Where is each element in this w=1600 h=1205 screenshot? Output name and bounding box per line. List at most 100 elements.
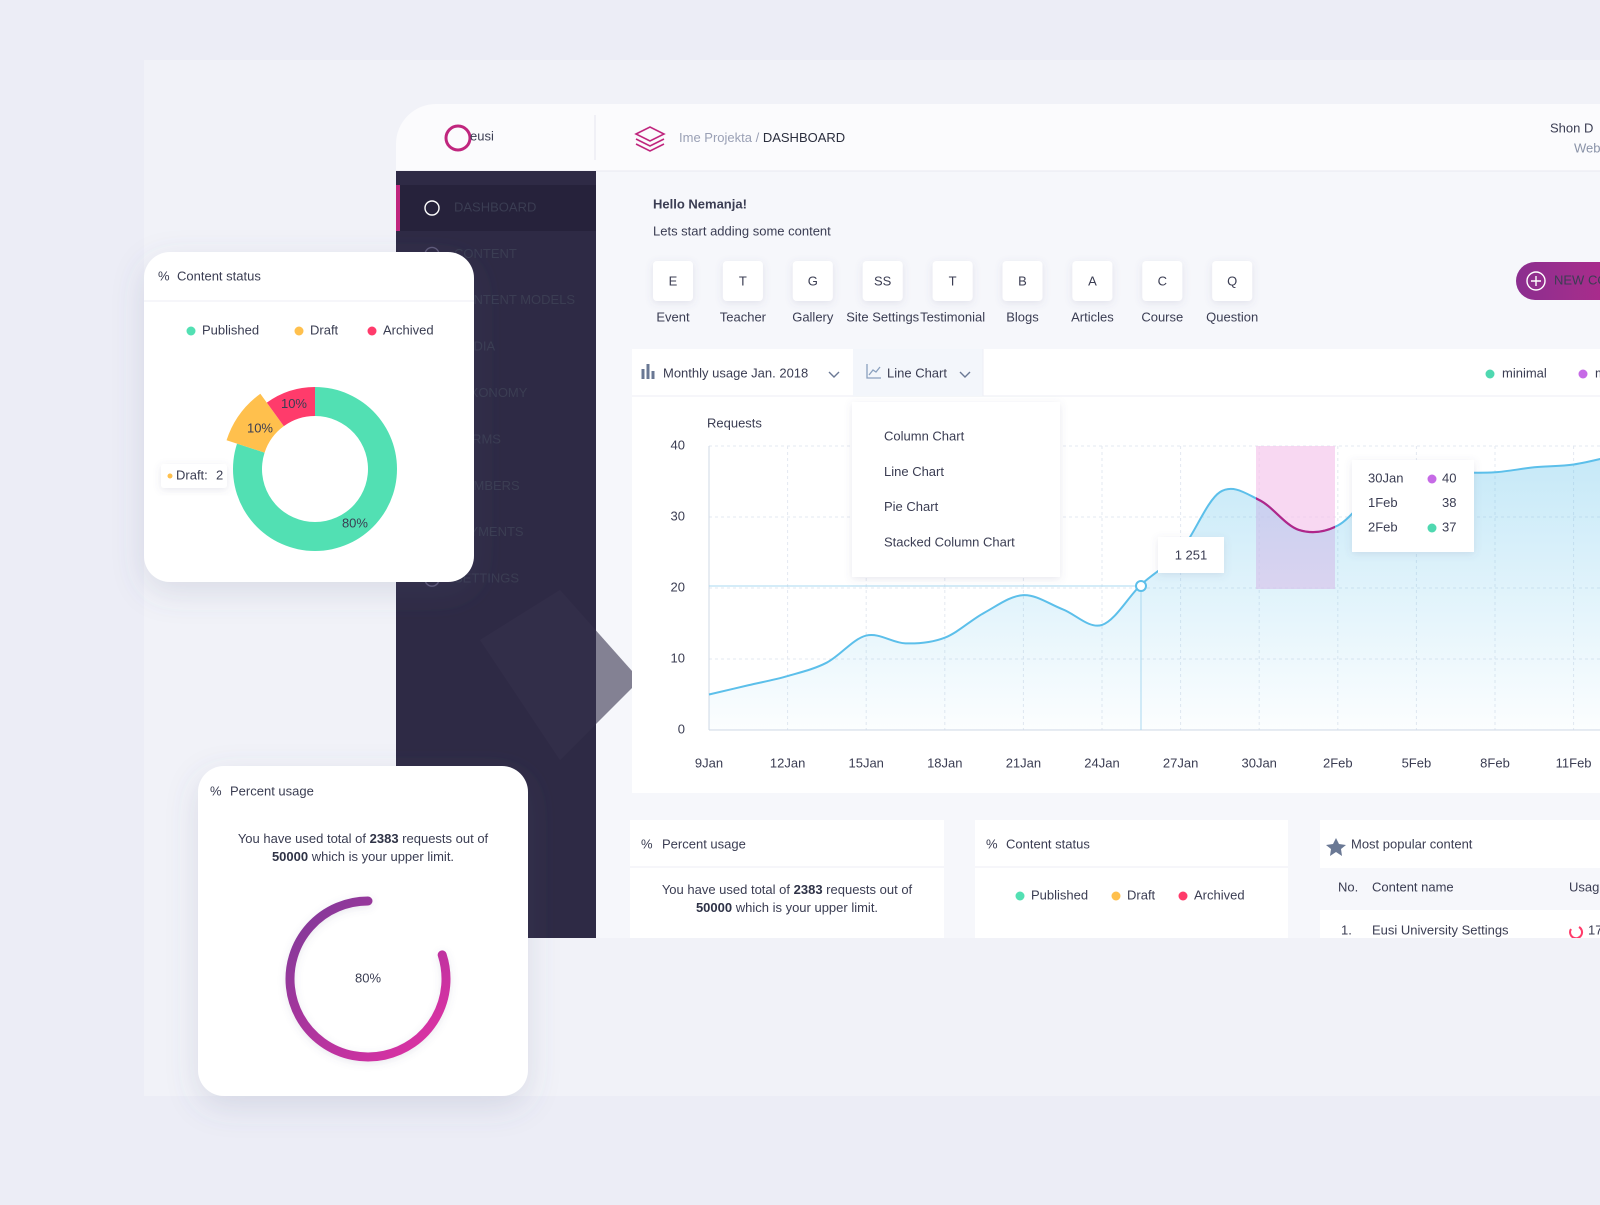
usage-line: You have used total of 2383 requests out… (662, 882, 913, 897)
tooltip-value: 40 (1442, 470, 1456, 485)
new-button[interactable]: NEW CONTENT (1516, 262, 1600, 300)
new-button-label[interactable]: NEW CONTENT (1554, 272, 1600, 287)
tile-letter[interactable]: T (949, 273, 957, 288)
legend-dot (1111, 891, 1121, 901)
menu-item[interactable]: CONTENT (454, 246, 517, 261)
tile-letter[interactable]: G (808, 273, 818, 288)
tile-label[interactable]: Event (656, 309, 690, 324)
legend-label[interactable]: Draft (310, 322, 339, 337)
sidebar-decor (480, 590, 640, 760)
table-header (1320, 868, 1600, 910)
y-tick-label: 20 (671, 579, 685, 594)
active-indicator (396, 185, 400, 231)
card (630, 820, 944, 938)
legend-label[interactable]: maximal (1595, 365, 1600, 380)
tile[interactable] (1212, 261, 1253, 301)
plus (1531, 276, 1541, 286)
tile[interactable] (722, 261, 763, 301)
tile-label[interactable]: Blogs (1006, 309, 1039, 324)
chart-type-select[interactable]: Line Chart (887, 365, 947, 380)
bottom-cards: % Percent usage You have used total of 2… (630, 820, 1600, 938)
gauge-arc (285, 896, 451, 1062)
legend-dot (1578, 369, 1588, 379)
legend-label[interactable]: Published (202, 322, 259, 337)
dataset-select[interactable]: Monthly usage Jan. 2018 (663, 365, 808, 380)
dropdown-menu: Column Chart Line Chart Pie Chart Stacked C… (852, 402, 1060, 577)
tile-letter[interactable]: A (1088, 273, 1097, 288)
legend-label[interactable]: Archived (1194, 887, 1245, 902)
menu-item[interactable]: SETTINGS (454, 571, 519, 586)
active-item-bg (396, 185, 596, 231)
tile[interactable] (1002, 261, 1043, 301)
table-cell: Eusi University Settings (1372, 922, 1509, 937)
usage-used: 2383 (370, 831, 399, 846)
tile-label[interactable]: Site Settings (846, 309, 919, 324)
table-header-cell: Usage (1569, 879, 1600, 894)
card (975, 820, 1288, 938)
card-title: Percent usage (662, 836, 746, 851)
project-name: Ime Projekta / (679, 130, 760, 145)
tooltip (1352, 460, 1474, 552)
menu-option[interactable]: Line Chart (884, 464, 944, 479)
usage-used: 2383 (794, 882, 823, 897)
star-icon (1326, 838, 1346, 856)
card-title: Content status (177, 268, 261, 283)
menu-option[interactable]: Stacked Column Chart (884, 535, 1015, 550)
tile[interactable] (932, 261, 973, 301)
tile-letter[interactable]: T (739, 273, 747, 288)
value-label: 10% (281, 396, 307, 411)
point-tooltip (1158, 537, 1224, 573)
value-label: 80% (342, 515, 368, 530)
user-role: Web (1574, 140, 1600, 155)
card-title: Most popular content (1351, 836, 1473, 851)
project-icon (634, 126, 666, 152)
dropdown-items: Column Chart Line Chart Pie Chart Stacked C… (884, 428, 1015, 549)
usage-text: requests out of (402, 831, 488, 846)
tile-label[interactable]: Question (1206, 309, 1258, 324)
tile-label[interactable]: Articles (1071, 309, 1114, 324)
tooltip-date: 2Feb (1368, 519, 1398, 534)
tile[interactable] (1072, 261, 1113, 301)
user-name: Shon D (1550, 120, 1593, 135)
table-cell: 17 (1588, 922, 1600, 937)
line-icon (866, 364, 881, 379)
content-status-card: % Content status Published Draft Archived 8… (144, 252, 474, 582)
tooltip-date: 1Feb (1368, 495, 1398, 510)
menu-option[interactable]: Pie Chart (884, 499, 939, 514)
legend-dot (1178, 891, 1188, 901)
legend-label[interactable]: Published (1031, 887, 1088, 902)
menu-item[interactable]: DASHBOARD (454, 199, 536, 214)
tile-letter[interactable]: Q (1227, 273, 1237, 288)
tile-letter[interactable]: SS (874, 273, 892, 288)
tile-letter[interactable]: C (1158, 273, 1167, 288)
new-button-bg[interactable] (1516, 262, 1600, 300)
y-axis-label: Requests (707, 415, 762, 430)
line-chart: Requests 0 10 20 30 40 9Jan 12Jan 15Jan 18Jan 21Ja… (671, 365, 1600, 770)
tile[interactable] (792, 261, 833, 301)
legend-dot (1485, 369, 1495, 379)
tile-letter[interactable]: B (1018, 273, 1027, 288)
menu-option[interactable]: Column Chart (884, 428, 965, 443)
tile[interactable] (1142, 261, 1183, 301)
percent-icon: % (158, 268, 170, 283)
x-tick-label: 2Feb (1323, 755, 1353, 770)
legend-label[interactable]: Draft (1127, 887, 1156, 902)
tile-label[interactable]: Testimonial (920, 309, 985, 324)
usage-text: You have used total of (662, 882, 791, 897)
bar-icon (641, 364, 655, 379)
tile[interactable] (653, 261, 693, 301)
menu-item[interactable]: CONTENT MODELS (454, 292, 575, 307)
legend-label[interactable]: minimal (1502, 365, 1547, 380)
legend-dot (1015, 891, 1025, 901)
legend-dot (294, 326, 304, 336)
tile-label[interactable]: Gallery (792, 309, 834, 324)
table-header-cell: No. (1338, 879, 1358, 894)
x-tick-label: 9Jan (695, 755, 723, 770)
chevron (828, 371, 840, 378)
tile-label[interactable]: Course (1141, 309, 1183, 324)
tile-letter[interactable]: E (669, 273, 678, 288)
tile[interactable] (862, 261, 903, 301)
legend-label[interactable]: Archived (383, 322, 434, 337)
tile-label[interactable]: Teacher (720, 309, 767, 324)
